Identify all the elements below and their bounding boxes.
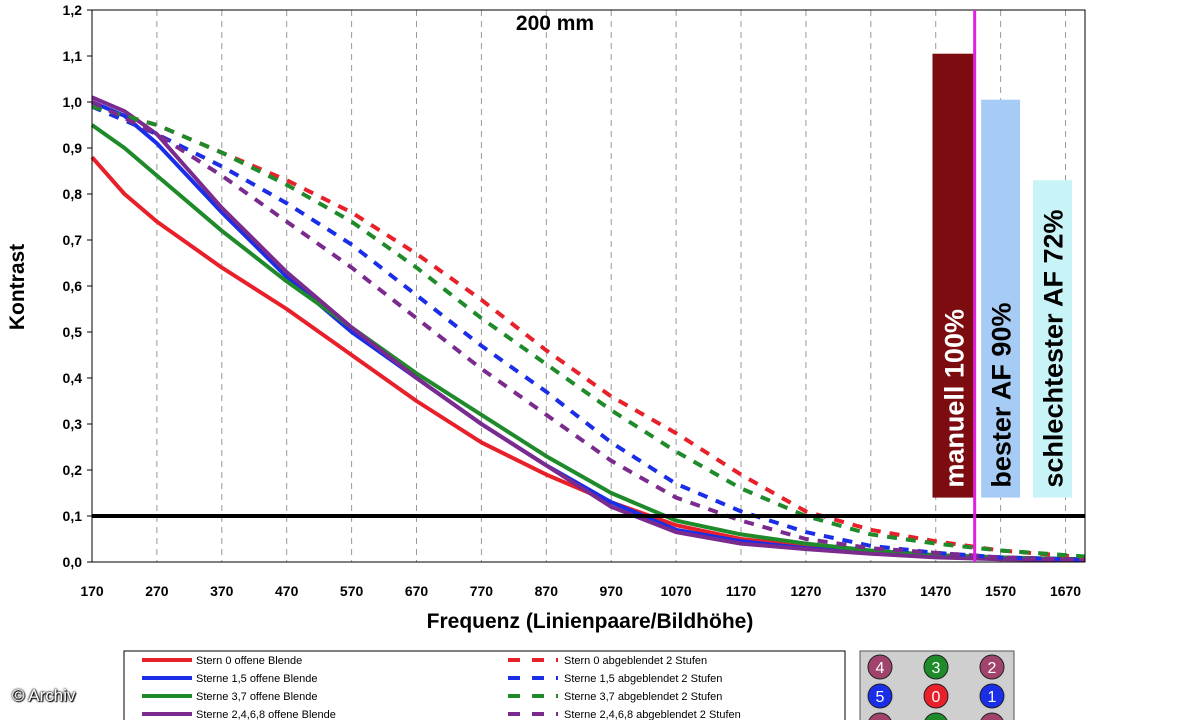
af-bar-label-1: bester AF 90% [987, 303, 1017, 488]
af-bar-0 [932, 53, 975, 498]
series-line-5 [91, 104, 1086, 562]
y-tick-label: 0,6 [63, 278, 83, 294]
x-tick-label: 370 [210, 583, 234, 599]
legend-label-1: Sterne 1,5 offene Blende [196, 673, 318, 685]
af-bars: manuell 100% bester AF 90% schlechtester A… [932, 53, 1073, 498]
series-line-4 [91, 104, 1086, 560]
star-badge-3 [923, 654, 949, 680]
x-tick-label: 1470 [920, 583, 951, 599]
af-bar-2 [1033, 180, 1073, 498]
y-tick-label: 0,5 [63, 324, 83, 340]
x-tick-label: 470 [275, 583, 299, 599]
star-badge-5 [867, 683, 893, 709]
star-badge-label: 5 [876, 689, 885, 706]
legend-label-3: Sterne 2,4,6,8 offene Blende [196, 709, 336, 720]
legend: Stern 0 offene Blende Sterne 1,5 offene B… [123, 650, 846, 720]
x-tick-label: 970 [600, 583, 624, 599]
star-badge-panel: 4 3 2 5 0 1 [859, 650, 1015, 720]
x-tick-label: 1370 [855, 583, 886, 599]
star-badge-2 [979, 654, 1005, 680]
legend-box [123, 650, 846, 720]
x-tick-label: 770 [470, 583, 494, 599]
af-bar-1 [981, 99, 1021, 498]
legend-label-4: Stern 0 abgeblendet 2 Stufen [564, 655, 707, 667]
series-line-6 [91, 104, 1086, 559]
y-tick-label: 1,1 [63, 48, 83, 64]
y-axis-label: Kontrast [6, 244, 29, 330]
x-tick-label: 870 [535, 583, 559, 599]
x-tick-label: 670 [405, 583, 429, 599]
legend-label-0: Stern 0 offene Blende [196, 655, 302, 667]
star-badge-partial [868, 712, 892, 720]
series-line-3 [91, 95, 1086, 563]
star-badge-4 [867, 654, 893, 680]
x-tick-labels: 170 270 370 470 570 670 770 870 970 1070 1170 1270 1… [80, 583, 1081, 599]
plot-frame [91, 9, 1086, 563]
x-tick-label: 570 [340, 583, 364, 599]
x-tick-label: 1570 [985, 583, 1016, 599]
x-tick-label: 1070 [661, 583, 692, 599]
star-badge-label: 0 [932, 689, 941, 706]
data-series [90, 95, 1086, 563]
star-badge-label: 3 [932, 660, 941, 677]
y-tick-label: 1,2 [63, 2, 83, 18]
legend-label-2: Sterne 3,7 offene Blende [196, 691, 318, 703]
legend-label-5: Sterne 1,5 abgeblendet 2 Stufen [564, 673, 722, 685]
star-badge-1 [979, 683, 1005, 709]
x-tick-label: 1170 [726, 583, 757, 599]
y-tick-labels: 0,0 0,1 0,2 0,3 0,4 0,5 0,6 0,7 0,8 0,9 1,0 1,1 1,2 [63, 2, 83, 570]
y-tick-label: 0,1 [63, 508, 83, 524]
chart-title: 200 mm [516, 12, 594, 35]
legend-label-6: Sterne 3,7 abgeblendet 2 Stufen [564, 691, 722, 703]
af-bar-label-2: schlechtester AF 72% [1039, 209, 1069, 487]
axes [87, 9, 1086, 563]
star-badge-label: 4 [876, 660, 885, 677]
y-tick-label: 0,9 [63, 140, 83, 156]
star-badge-partial [980, 712, 1004, 720]
star-badge-0 [923, 683, 949, 709]
series-line-7 [91, 100, 1086, 562]
star-badge-label: 2 [988, 660, 997, 677]
af-bar-label-0: manuell 100% [940, 309, 970, 488]
x-tick-label: 1270 [790, 583, 821, 599]
grid-lines [91, 10, 1067, 562]
star-badge-partial [924, 712, 948, 720]
y-tick-label: 1,0 [63, 94, 83, 110]
y-tick-label: 0,7 [63, 232, 83, 248]
x-tick-label: 170 [80, 583, 104, 599]
x-axis-label: Frequenz (Linienpaare/Bildhöhe) [427, 610, 754, 633]
legend-label-7: Sterne 2,4,6,8 abgeblendet 2 Stufen [564, 709, 741, 720]
y-tick-label: 0,4 [63, 370, 83, 386]
y-tick-label: 0,0 [63, 554, 83, 570]
x-tick-label: 1670 [1050, 583, 1081, 599]
x-tick-label: 270 [145, 583, 169, 599]
y-tick-label: 0,3 [63, 416, 83, 432]
series-line-2 [90, 123, 1086, 562]
y-tick-label: 0,8 [63, 186, 83, 202]
star-badge-label: 1 [988, 689, 997, 706]
copyright-label: © Archiv [12, 686, 76, 705]
y-tick-label: 0,2 [63, 462, 83, 478]
